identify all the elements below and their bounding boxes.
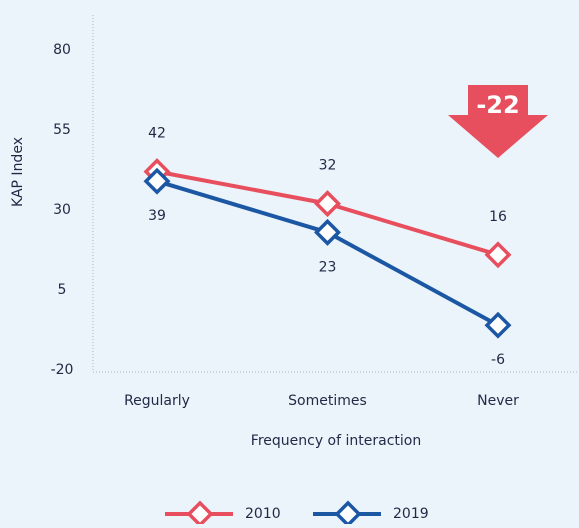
y-tick-label: 80	[53, 42, 71, 58]
data-label: 16	[489, 209, 507, 225]
y-tick-label: 55	[53, 122, 71, 138]
data-label: 32	[319, 158, 337, 174]
x-tick-label: Sometimes	[288, 393, 367, 409]
legend-label: 2019	[393, 506, 429, 522]
x-axis-title: Frequency of interaction	[251, 433, 421, 449]
y-tick-label: 5	[58, 282, 67, 298]
y-tick-label: -20	[51, 362, 74, 378]
data-label: -6	[491, 352, 505, 368]
y-tick-label: 30	[53, 202, 71, 218]
point-marker	[484, 241, 512, 269]
annotation-arrow	[448, 85, 548, 158]
point-marker	[484, 311, 512, 339]
data-label: 39	[148, 208, 166, 224]
x-tick-label: Never	[477, 393, 519, 409]
x-tick-label: Regularly	[124, 393, 190, 409]
data-label: 23	[319, 259, 337, 275]
point-marker	[314, 190, 341, 218]
annotation-text: -22	[476, 91, 519, 119]
data-label: 42	[148, 126, 166, 142]
legend-label: 2010	[245, 506, 281, 522]
point-marker	[314, 218, 341, 246]
y-axis-title: KAP Index	[10, 137, 26, 207]
point-marker	[143, 167, 171, 195]
